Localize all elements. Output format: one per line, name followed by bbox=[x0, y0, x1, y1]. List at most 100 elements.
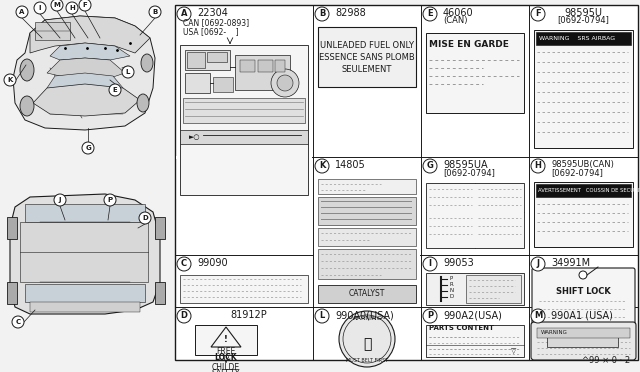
Bar bbox=[185, 50, 230, 70]
Bar bbox=[275, 60, 285, 72]
Circle shape bbox=[82, 142, 94, 154]
Bar bbox=[240, 60, 255, 72]
Circle shape bbox=[12, 316, 24, 328]
Bar bbox=[547, 335, 618, 347]
Circle shape bbox=[34, 2, 46, 14]
Text: H: H bbox=[534, 161, 541, 170]
FancyBboxPatch shape bbox=[531, 322, 636, 360]
Text: F: F bbox=[83, 2, 88, 8]
Text: FREE: FREE bbox=[216, 346, 236, 356]
Text: CATALYST: CATALYST bbox=[349, 289, 385, 298]
Circle shape bbox=[579, 271, 587, 279]
Polygon shape bbox=[47, 73, 123, 94]
Bar bbox=[20, 222, 148, 282]
Text: P: P bbox=[427, 311, 433, 321]
Circle shape bbox=[315, 309, 329, 323]
Text: I: I bbox=[39, 5, 41, 11]
Text: ▽: ▽ bbox=[511, 348, 516, 354]
Polygon shape bbox=[13, 16, 155, 130]
Text: ^99 × 0 · 2: ^99 × 0 · 2 bbox=[582, 356, 630, 365]
Bar bbox=[318, 179, 416, 194]
Text: E: E bbox=[113, 87, 117, 93]
Polygon shape bbox=[47, 58, 125, 78]
Text: AVERTISSEMENT   COUSSIN DE SECURITE: AVERTISSEMENT COUSSIN DE SECURITE bbox=[538, 187, 640, 192]
Bar bbox=[534, 182, 633, 247]
Text: PARTS CONTENT: PARTS CONTENT bbox=[429, 325, 494, 331]
Bar bbox=[537, 328, 630, 338]
Text: P: P bbox=[449, 276, 452, 282]
Bar bbox=[318, 249, 416, 279]
Circle shape bbox=[531, 257, 545, 271]
FancyBboxPatch shape bbox=[532, 268, 635, 354]
Bar bbox=[258, 60, 273, 72]
Ellipse shape bbox=[141, 54, 153, 72]
Bar bbox=[426, 273, 524, 305]
Text: D: D bbox=[449, 295, 453, 299]
Bar bbox=[426, 325, 524, 357]
Text: K: K bbox=[319, 161, 325, 170]
Text: J: J bbox=[536, 260, 540, 269]
Polygon shape bbox=[30, 16, 150, 53]
Text: SEULEMENT: SEULEMENT bbox=[342, 65, 392, 74]
Polygon shape bbox=[50, 43, 130, 60]
Circle shape bbox=[4, 74, 16, 86]
Text: G: G bbox=[427, 161, 433, 170]
Text: UNLEADED FUEL ONLY: UNLEADED FUEL ONLY bbox=[320, 41, 414, 49]
Bar bbox=[536, 184, 631, 197]
Text: 34991M: 34991M bbox=[551, 258, 590, 268]
Text: WARNING    SRS AIRBAG: WARNING SRS AIRBAG bbox=[539, 35, 615, 41]
Bar bbox=[35, 22, 70, 40]
Text: WARNING: WARNING bbox=[352, 317, 382, 321]
Circle shape bbox=[423, 159, 437, 173]
Text: P: P bbox=[108, 197, 113, 203]
Text: USA [0692-    ]: USA [0692- ] bbox=[183, 27, 239, 36]
Bar bbox=[185, 73, 210, 93]
Circle shape bbox=[139, 212, 151, 224]
Bar bbox=[7, 217, 17, 239]
Circle shape bbox=[177, 7, 191, 21]
Text: L: L bbox=[126, 69, 130, 75]
Ellipse shape bbox=[20, 96, 34, 116]
Text: 81912P: 81912P bbox=[230, 310, 267, 320]
Text: [0692-0794]: [0692-0794] bbox=[443, 168, 495, 177]
Bar bbox=[318, 228, 416, 246]
Text: M: M bbox=[534, 311, 542, 321]
Text: 22304: 22304 bbox=[197, 8, 228, 18]
Text: 14805: 14805 bbox=[335, 160, 365, 170]
Text: C: C bbox=[181, 260, 187, 269]
Circle shape bbox=[104, 194, 116, 206]
Text: C: C bbox=[15, 319, 20, 325]
Text: B: B bbox=[319, 10, 325, 19]
Bar bbox=[235, 55, 290, 90]
Circle shape bbox=[149, 6, 161, 18]
Bar bbox=[207, 52, 227, 62]
Circle shape bbox=[531, 7, 545, 21]
Text: CAN [0692-0893]: CAN [0692-0893] bbox=[183, 18, 249, 27]
Text: CHILDE: CHILDE bbox=[212, 362, 240, 372]
Circle shape bbox=[315, 7, 329, 21]
Text: [0692-0794]: [0692-0794] bbox=[551, 168, 603, 177]
Bar bbox=[176, 156, 312, 159]
Bar bbox=[466, 275, 521, 303]
Text: ESSENCE SANS PLOMB: ESSENCE SANS PLOMB bbox=[319, 52, 415, 61]
Circle shape bbox=[531, 159, 545, 173]
Text: 990A1 (USA): 990A1 (USA) bbox=[551, 310, 613, 320]
Bar bbox=[25, 284, 145, 302]
Bar bbox=[318, 285, 416, 303]
Bar bbox=[318, 27, 416, 87]
Ellipse shape bbox=[20, 59, 34, 81]
Text: F: F bbox=[535, 10, 541, 19]
Text: E: E bbox=[427, 10, 433, 19]
Text: SHIFT LOCK: SHIFT LOCK bbox=[556, 286, 611, 295]
Polygon shape bbox=[10, 194, 160, 314]
Text: 990A0(USA): 990A0(USA) bbox=[335, 310, 394, 320]
Circle shape bbox=[54, 194, 66, 206]
Circle shape bbox=[339, 311, 395, 367]
Text: 99053: 99053 bbox=[443, 258, 474, 268]
Circle shape bbox=[109, 84, 121, 96]
Text: A: A bbox=[180, 10, 188, 19]
Text: J: J bbox=[59, 197, 61, 203]
Text: 99090: 99090 bbox=[197, 258, 228, 268]
Text: H: H bbox=[69, 5, 75, 11]
Bar bbox=[180, 130, 308, 144]
